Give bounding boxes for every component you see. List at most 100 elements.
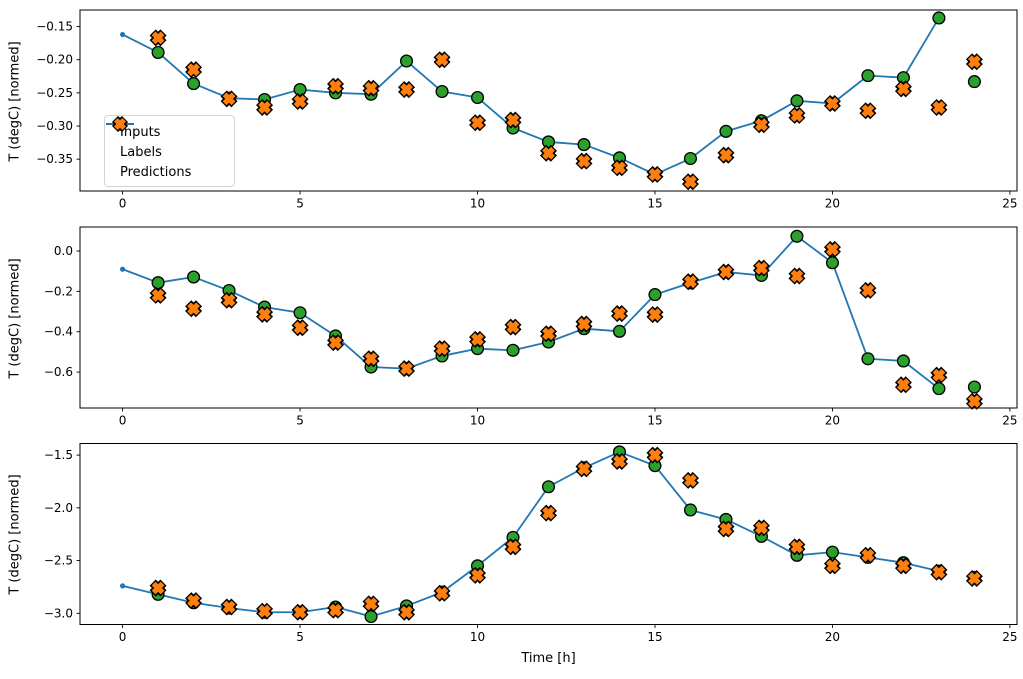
labels-point	[932, 11, 946, 25]
axes-spine	[79, 443, 1018, 625]
inputs-line	[122, 235, 940, 390]
predictions-point	[755, 118, 768, 132]
predictions-point	[790, 109, 804, 122]
predictions-point	[577, 154, 591, 168]
predictions-point	[151, 581, 165, 595]
predictions-x-markers	[149, 446, 983, 621]
inputs-dot	[119, 31, 126, 38]
y-tick-label: −0.30	[36, 119, 73, 133]
predictions-point	[684, 474, 697, 487]
y-tick-label: −3.0	[44, 606, 73, 620]
x-tick-label: 0	[119, 197, 127, 211]
axes-spine	[79, 226, 1018, 409]
labels-point	[825, 256, 839, 270]
predictions-point	[187, 302, 200, 316]
predictions-point	[364, 81, 378, 95]
predictions-point	[897, 82, 910, 96]
x-tick-label: 0	[119, 630, 127, 644]
labels-point	[293, 83, 307, 97]
x-tick-label: 25	[1002, 630, 1017, 644]
labels-point	[470, 90, 485, 105]
labels-point	[612, 324, 627, 338]
labels-point	[896, 71, 910, 85]
labels-point	[506, 343, 520, 357]
inputs-dot-markers	[119, 449, 942, 620]
x-tick-label: 10	[470, 414, 485, 428]
predictions-point	[506, 320, 520, 334]
y-tick-label: −0.15	[36, 20, 73, 34]
y-tick-label: −0.25	[36, 86, 73, 100]
x-axis-label: Time [h]	[521, 650, 576, 666]
predictions-point	[932, 368, 946, 382]
predictions-point	[684, 275, 697, 289]
predictions-point	[258, 604, 271, 618]
predictions-point	[648, 308, 662, 321]
y-ticks: −0.15 −0.20 −0.25 −0.30 −0.35	[36, 20, 80, 166]
predictions-point	[861, 548, 875, 562]
predictions-point	[932, 101, 946, 114]
predictions-point	[329, 603, 342, 617]
labels-point	[932, 382, 946, 396]
subplot-3: 0 5 10 15 20 25 −1.5 −2.0 −2.5 −3.0	[44, 443, 1018, 644]
inputs-dot-markers	[119, 233, 942, 392]
inputs-line	[122, 451, 940, 618]
x-tick-label: 5	[296, 630, 304, 644]
predictions-point	[293, 605, 307, 619]
predictions-point	[755, 261, 768, 275]
x-tick-label: 5	[296, 414, 304, 428]
predictions-point	[506, 113, 520, 127]
predictions-point	[967, 572, 981, 585]
predictions-point	[861, 283, 875, 297]
inputs-line	[122, 17, 940, 176]
labels-point	[293, 306, 307, 320]
labels-point	[825, 545, 839, 559]
predictions-point	[542, 327, 555, 341]
labels-point	[187, 77, 201, 91]
labels-point	[861, 69, 875, 83]
y-tick-label: −0.2	[44, 284, 73, 298]
labels-point	[648, 288, 662, 302]
subplot-2: 0 5 10 15 20 25 0.0 −0.2 −0.4 −0.6	[44, 226, 1018, 428]
predictions-point	[364, 597, 378, 611]
predictions-point	[400, 605, 413, 619]
legend-label-predictions: Predictions	[120, 164, 192, 180]
x-tick-label: 20	[825, 197, 840, 211]
predictions-point	[613, 161, 626, 175]
y-tick-label: −0.20	[36, 53, 73, 67]
labels-circle-markers	[151, 11, 981, 181]
labels-point	[541, 135, 556, 149]
predictions-point	[471, 116, 484, 130]
y-tick-label: 0.0	[54, 244, 73, 258]
y-ticks: 0.0 −0.2 −0.4 −0.6	[44, 244, 80, 379]
predictions-point	[542, 146, 555, 160]
predictions-point	[542, 506, 555, 520]
labels-point	[435, 84, 449, 99]
y-tick-label: −2.0	[44, 501, 73, 515]
predictions-x-markers	[149, 29, 983, 191]
labels-point	[577, 138, 591, 152]
predictions-point	[790, 269, 804, 283]
inputs-dot-markers	[119, 15, 942, 178]
subplot-1: 0 5 10 15 20 25 −0.15 −0.20 −0.25 −0.30 −0.35	[36, 9, 1018, 211]
x-tick-label: 5	[296, 197, 304, 211]
predictions-x-icon	[111, 116, 129, 132]
predictions-point	[258, 307, 271, 321]
predictions-point	[329, 79, 342, 93]
predictions-point	[684, 175, 697, 189]
x-tick-label: 20	[825, 414, 840, 428]
predictions-point	[222, 600, 236, 614]
x-tick-label: 10	[470, 630, 485, 644]
predictions-point	[222, 293, 236, 307]
labels-point	[399, 54, 414, 68]
y-tick-label: −0.4	[44, 325, 73, 339]
labels-point	[790, 94, 804, 108]
predictions-point	[506, 540, 520, 554]
labels-point	[364, 609, 378, 624]
labels-point	[967, 380, 981, 394]
x-ticks: 0 5 10 15 20 25	[119, 624, 1018, 644]
predictions-point	[613, 307, 626, 320]
predictions-point	[435, 342, 449, 356]
predictions-point	[435, 586, 449, 600]
